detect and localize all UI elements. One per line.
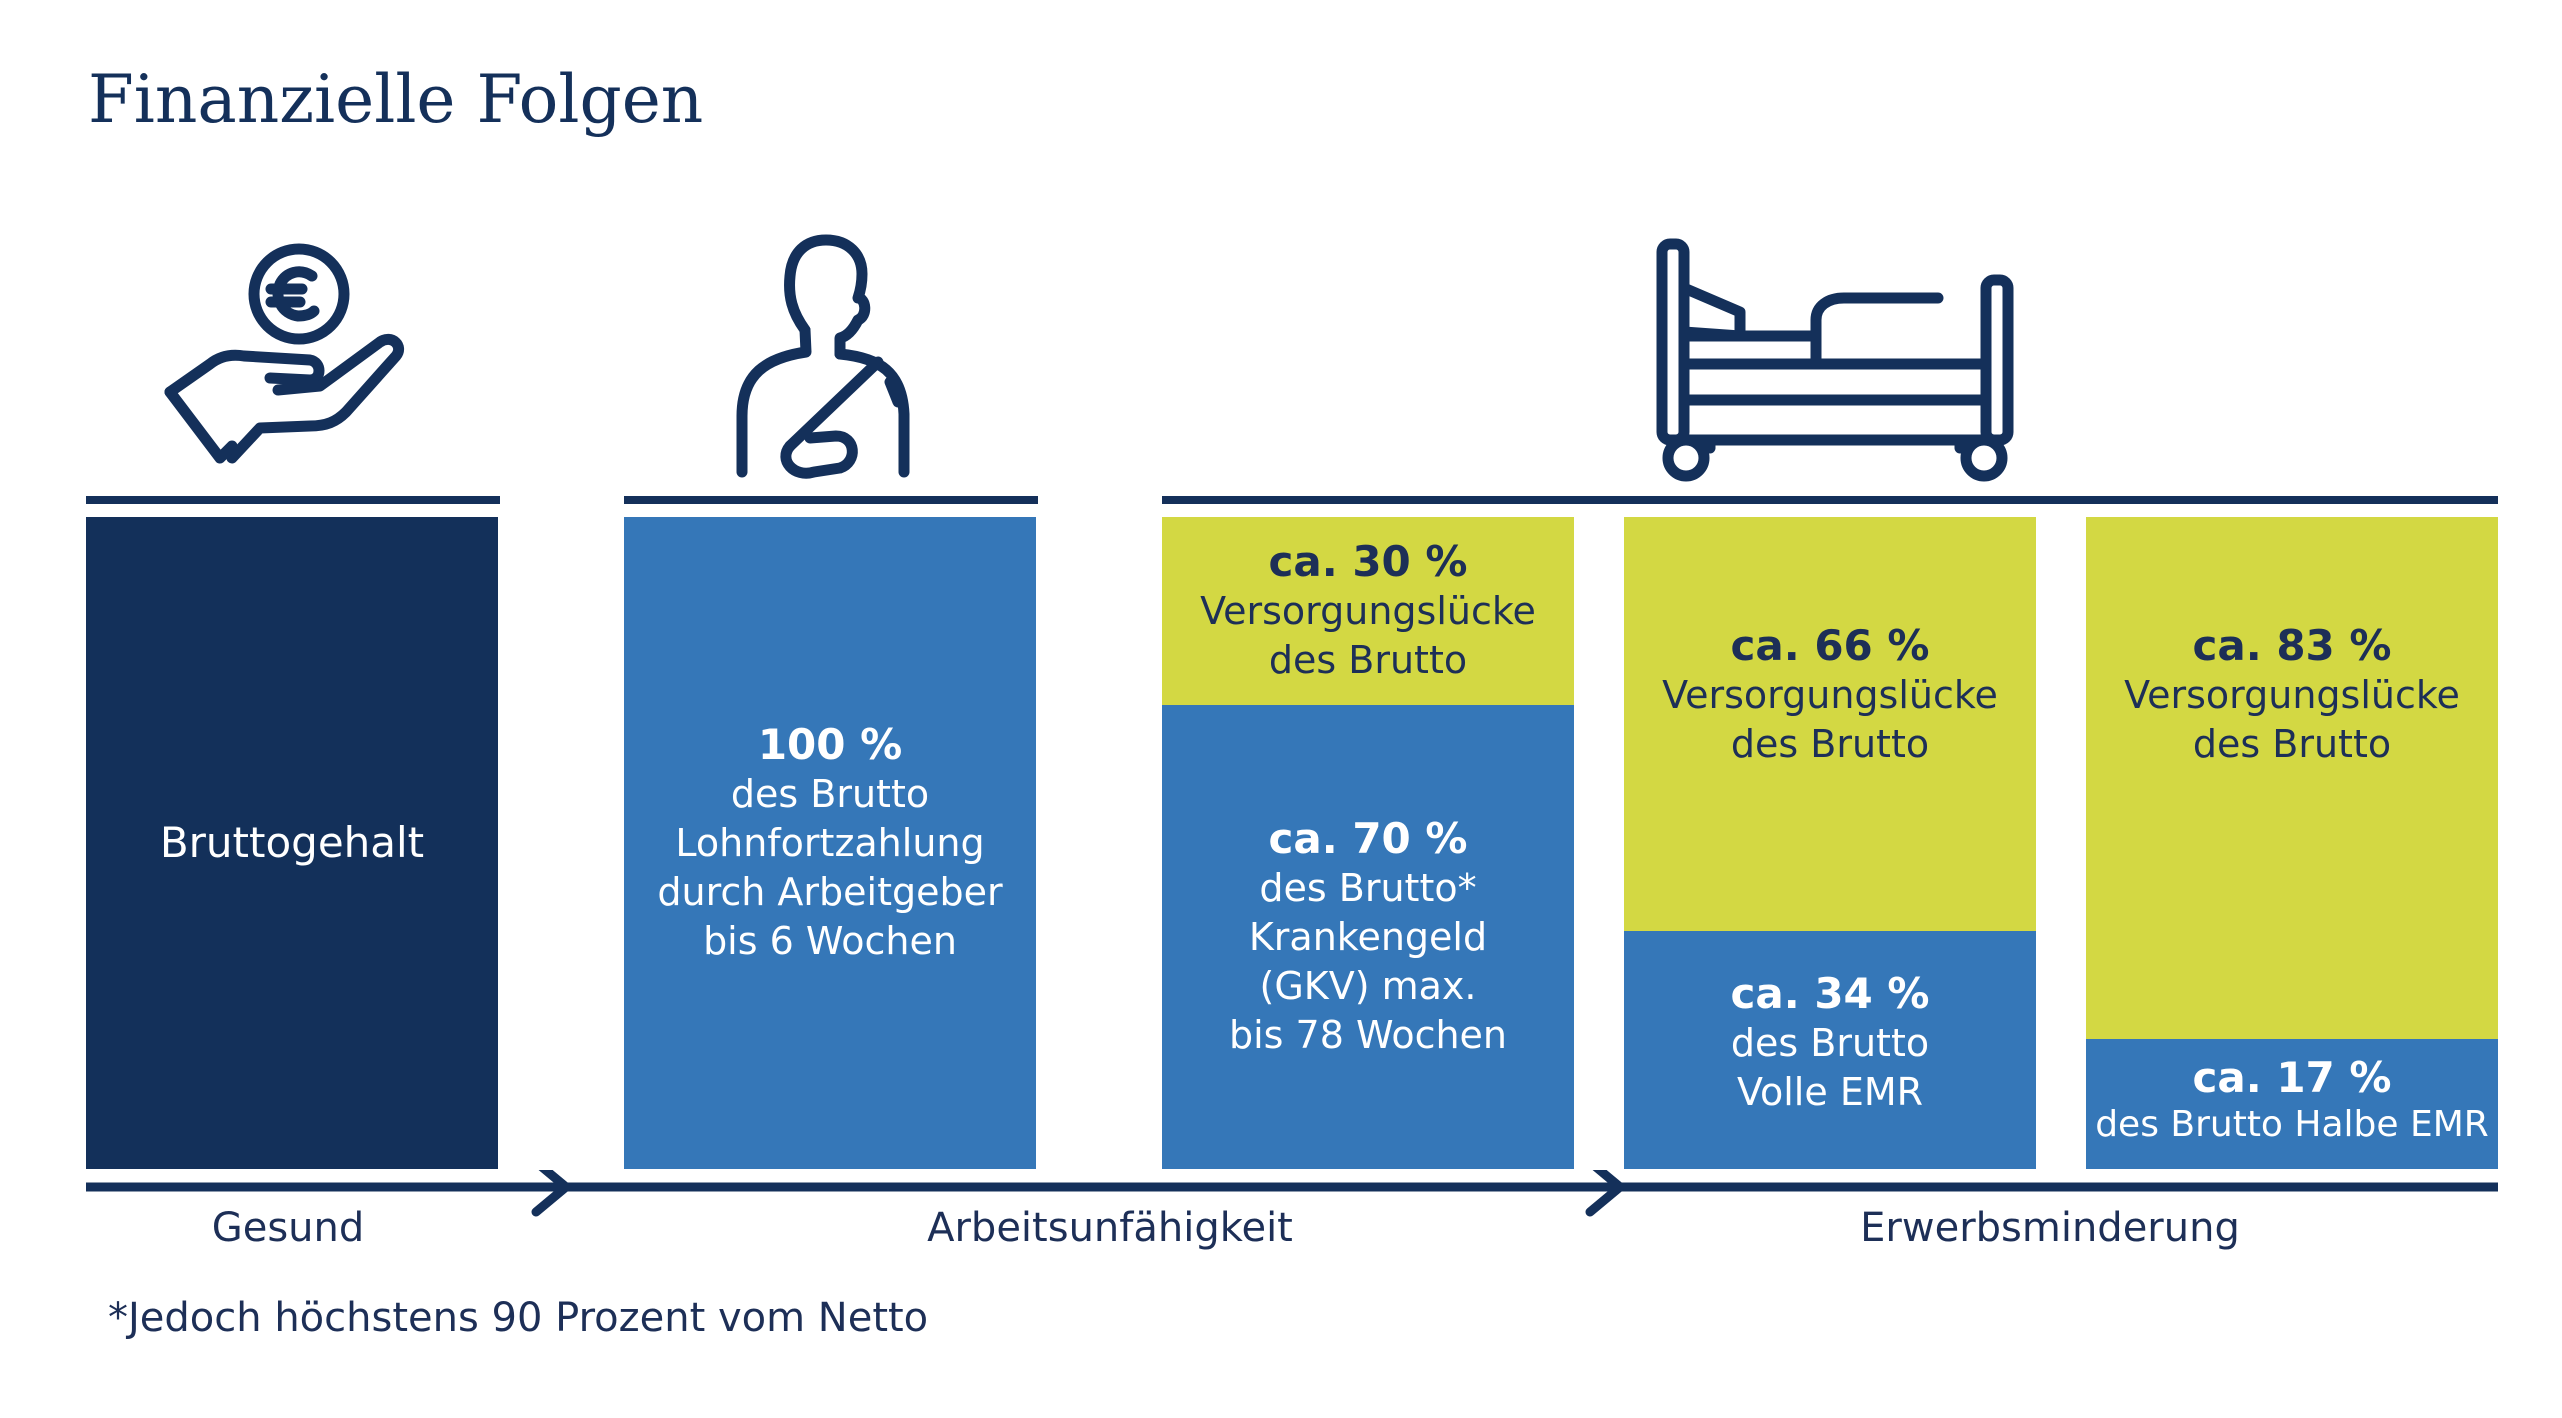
timeline-label-erwerbsminderung: Erwerbsminderung	[1860, 1205, 2240, 1251]
segment-line: (GKV) max.	[1259, 964, 1477, 1008]
footnote: *Jedoch höchstens 90 Prozent vom Netto	[108, 1295, 929, 1341]
segment-line: des Brutto	[1730, 1021, 1930, 1065]
page-title: Finanzielle Folgen	[88, 61, 704, 138]
segment-percent: ca. 66 %	[1730, 621, 1930, 670]
column-volle-emr: ca. 66 % Versorgungslücke des Brutto ca.…	[1624, 517, 2036, 1169]
segment-percent: ca. 30 %	[1268, 537, 1468, 586]
timeline-label-arbeitsunfaehigkeit: Arbeitsunfähigkeit	[927, 1205, 1293, 1251]
segment-line: Versorgungslücke	[2124, 673, 2460, 717]
column-gesund: Bruttogehalt	[86, 517, 498, 1169]
segment-line: des Brutto*	[1259, 866, 1477, 910]
timeline-arrow-1	[531, 1170, 571, 1217]
segment-krankengeld-70: ca. 70 % des Brutto* Krankengeld (GKV) m…	[1162, 705, 1574, 1169]
segment-line: des Brutto	[1730, 722, 1930, 766]
segment-line: des Brutto Halbe EMR	[2095, 1104, 2489, 1145]
timeline-arrow-2	[1585, 1170, 1625, 1217]
timeline-label-gesund: Gesund	[211, 1205, 365, 1251]
segment-label: Bruttogehalt	[159, 818, 425, 867]
arm-sling-person-icon	[730, 232, 920, 482]
top-divider-lohnfortzahlung	[624, 496, 1038, 504]
column-halbe-emr: ca. 83 % Versorgungslücke des Brutto ca.…	[2086, 517, 2498, 1169]
column-lohnfortzahlung: 100 % des Brutto Lohnfortzahlung durch A…	[624, 517, 1036, 1169]
segment-line: des Brutto	[730, 772, 930, 816]
segment-lohnfortzahlung: 100 % des Brutto Lohnfortzahlung durch A…	[624, 517, 1036, 1169]
hand-euro-coin-icon	[160, 232, 410, 482]
top-divider-gesund	[86, 496, 500, 504]
segment-line: Krankengeld	[1248, 915, 1488, 959]
segment-line: Versorgungslücke	[1662, 673, 1998, 717]
segment-gap-30: ca. 30 % Versorgungslücke des Brutto	[1162, 517, 1574, 705]
segment-halbe-emr-17: ca. 17 % des Brutto Halbe EMR	[2086, 1039, 2498, 1169]
segment-line: bis 6 Wochen	[703, 919, 957, 963]
segment-line: durch Arbeitgeber	[657, 870, 1003, 914]
column-krankengeld: ca. 30 % Versorgungslücke des Brutto ca.…	[1162, 517, 1574, 1169]
segment-volle-emr-34: ca. 34 % des Brutto Volle EMR	[1624, 931, 2036, 1169]
segment-percent: ca. 17 %	[2192, 1053, 2392, 1102]
segment-gap-66: ca. 66 % Versorgungslücke des Brutto	[1624, 517, 2036, 931]
segment-percent: 100 %	[757, 720, 903, 769]
segment-percent: ca. 34 %	[1730, 969, 1930, 1018]
segment-line: des Brutto	[2192, 722, 2392, 766]
segment-bruttogehalt: Bruttogehalt	[86, 517, 498, 1169]
segment-line: Versorgungslücke	[1200, 589, 1536, 633]
timeline	[86, 1170, 2498, 1217]
top-divider-shared	[1162, 496, 2498, 504]
segment-line: bis 78 Wochen	[1228, 1013, 1508, 1057]
segment-line: des Brutto	[1268, 638, 1468, 682]
segment-line: Lohnfortzahlung	[675, 821, 985, 865]
segment-percent: ca. 70 %	[1268, 814, 1468, 863]
hospital-bed-icon	[1650, 232, 2020, 482]
segment-line: Volle EMR	[1736, 1070, 1924, 1114]
segment-gap-83: ca. 83 % Versorgungslücke des Brutto	[2086, 517, 2498, 1039]
segment-percent: ca. 83 %	[2192, 621, 2392, 670]
